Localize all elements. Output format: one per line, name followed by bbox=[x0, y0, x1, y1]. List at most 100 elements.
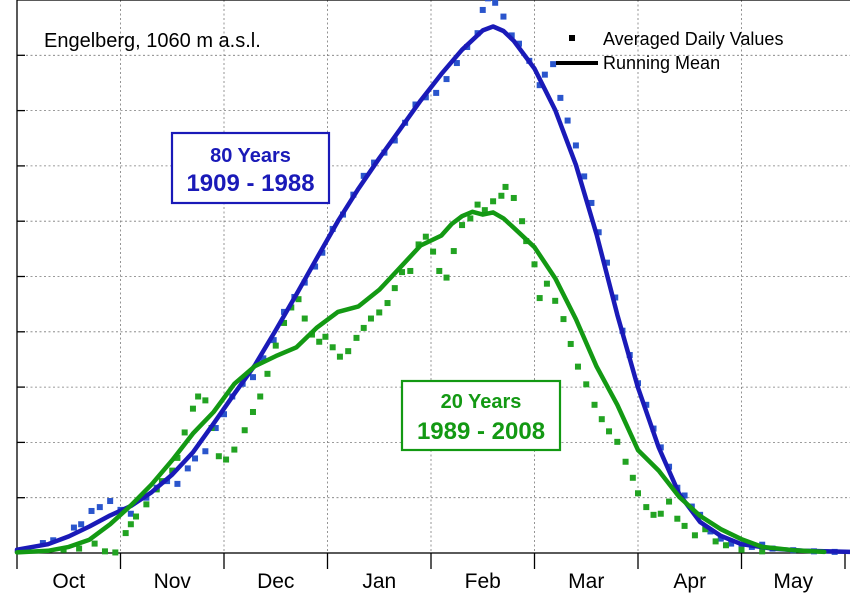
box-20-line1: 20 Years bbox=[441, 391, 522, 413]
chart-title: Engelberg, 1060 m a.s.l. bbox=[44, 30, 261, 52]
box-80-line1: 80 Years bbox=[210, 145, 291, 167]
daily-point bbox=[557, 94, 564, 101]
daily-point bbox=[502, 183, 509, 190]
daily-point bbox=[223, 456, 230, 463]
daily-point bbox=[450, 248, 457, 255]
month-label: Dec bbox=[257, 570, 294, 593]
daily-point bbox=[550, 61, 557, 68]
daily-point bbox=[598, 416, 605, 423]
daily-point bbox=[360, 324, 367, 331]
daily-point bbox=[316, 338, 323, 345]
month-label: May bbox=[773, 570, 813, 593]
daily-point bbox=[101, 548, 108, 555]
daily-point bbox=[510, 194, 517, 201]
daily-point bbox=[257, 393, 264, 400]
daily-point bbox=[536, 295, 543, 302]
daily-point bbox=[169, 467, 176, 474]
daily-point bbox=[215, 453, 222, 460]
daily-point bbox=[143, 501, 150, 508]
daily-point bbox=[583, 381, 590, 388]
box-80-line2: 1909 - 1988 bbox=[186, 170, 314, 197]
daily-point bbox=[603, 259, 610, 266]
daily-point bbox=[189, 405, 196, 412]
daily-point bbox=[453, 60, 460, 67]
daily-point bbox=[443, 274, 450, 281]
daily-point bbox=[336, 353, 343, 360]
daily-point bbox=[543, 280, 550, 287]
daily-point bbox=[78, 521, 85, 528]
daily-point bbox=[122, 530, 129, 537]
daily-point bbox=[572, 142, 579, 149]
daily-point bbox=[459, 222, 466, 229]
daily-point bbox=[260, 355, 267, 362]
daily-point bbox=[536, 82, 543, 89]
daily-point bbox=[474, 201, 481, 208]
daily-point bbox=[399, 269, 406, 276]
legend-point-marker bbox=[569, 35, 575, 41]
daily-point bbox=[650, 511, 657, 518]
daily-point bbox=[301, 315, 308, 322]
daily-point bbox=[588, 199, 595, 206]
daily-point bbox=[567, 340, 574, 347]
daily-point bbox=[249, 374, 256, 381]
daily-point bbox=[384, 300, 391, 307]
daily-point bbox=[629, 474, 636, 481]
daily-point bbox=[195, 393, 202, 400]
daily-point bbox=[498, 192, 505, 199]
daily-point bbox=[479, 6, 486, 13]
plot-frame bbox=[16, 0, 850, 554]
month-label: Apr bbox=[673, 570, 706, 593]
daily-point bbox=[581, 173, 588, 180]
daily-point bbox=[281, 319, 288, 326]
daily-point bbox=[433, 89, 440, 96]
daily-point bbox=[681, 492, 688, 499]
daily-point bbox=[484, 0, 491, 2]
daily-point bbox=[264, 370, 271, 377]
month-label: Nov bbox=[154, 570, 192, 593]
running-mean-lines bbox=[14, 24, 850, 555]
grid-lines bbox=[17, 0, 850, 553]
daily-point bbox=[407, 267, 414, 274]
month-tick-labels: Oct Nov Dec Jan Feb Mar Apr May bbox=[52, 570, 813, 593]
daily-point bbox=[353, 334, 360, 341]
daily-point bbox=[360, 172, 367, 179]
daily-point bbox=[221, 411, 227, 418]
daily-point bbox=[622, 458, 629, 465]
daily-point bbox=[181, 429, 188, 436]
axis-ticks bbox=[16, 54, 846, 569]
daily-point bbox=[759, 548, 766, 555]
daily-point bbox=[174, 480, 181, 487]
daily-point bbox=[133, 513, 140, 520]
running-mean-line bbox=[14, 24, 850, 555]
daily-point bbox=[595, 229, 602, 236]
daily-point bbox=[127, 521, 134, 528]
series-box-20-years: 20 Years 1989 - 2008 bbox=[400, 379, 562, 452]
daily-point bbox=[666, 498, 673, 505]
daily-point bbox=[560, 316, 567, 323]
daily-point bbox=[492, 0, 499, 6]
month-label: Feb bbox=[465, 570, 501, 593]
running-mean-line bbox=[14, 209, 827, 555]
daily-point bbox=[231, 446, 238, 453]
daily-point bbox=[391, 285, 398, 292]
daily-point bbox=[728, 540, 735, 547]
daily-point bbox=[107, 498, 114, 505]
daily-point bbox=[519, 218, 526, 225]
daily-point bbox=[508, 32, 515, 39]
daily-point bbox=[312, 263, 319, 270]
daily-point bbox=[717, 535, 724, 542]
daily-point bbox=[112, 549, 119, 556]
daily-point bbox=[490, 198, 497, 205]
daily-point bbox=[322, 333, 329, 340]
daily-point bbox=[202, 397, 209, 404]
daily-point bbox=[674, 515, 681, 522]
daily-point bbox=[270, 337, 277, 344]
daily-point bbox=[367, 315, 374, 322]
daily-point bbox=[174, 454, 181, 461]
daily-point bbox=[738, 546, 745, 553]
daily-point bbox=[691, 532, 698, 539]
daily-point bbox=[376, 309, 383, 316]
daily-point bbox=[467, 215, 474, 222]
daily-point bbox=[500, 13, 507, 20]
daily-point bbox=[564, 117, 571, 124]
